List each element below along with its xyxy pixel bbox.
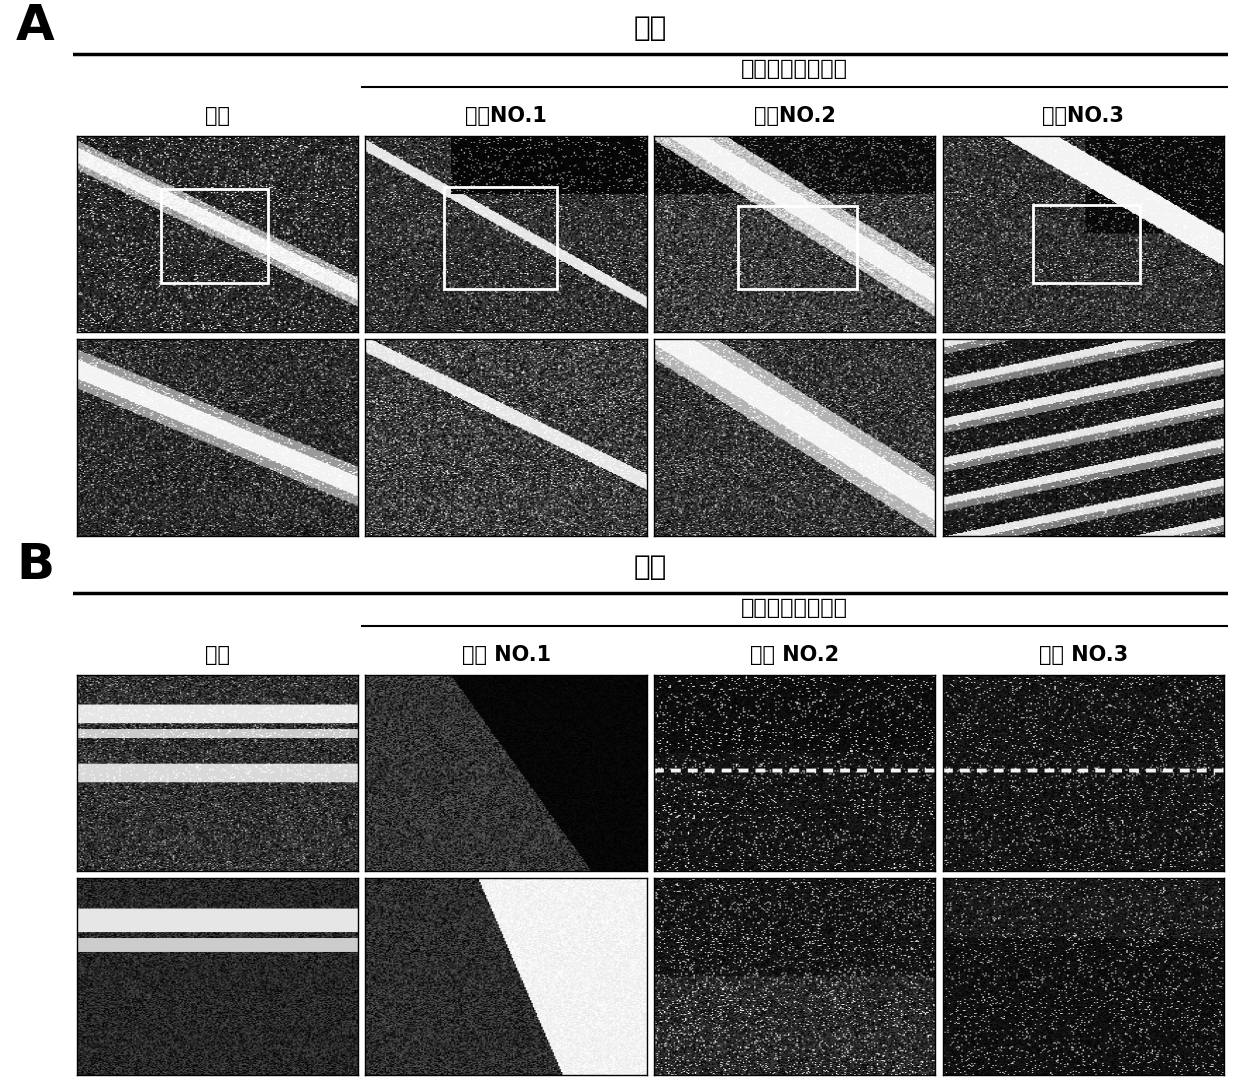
Text: 胫骨: 胫骨 — [634, 13, 667, 41]
Text: 小鼠 NO.3: 小鼠 NO.3 — [1039, 645, 1128, 664]
Text: 白血病潜伏期阶段: 白血病潜伏期阶段 — [742, 59, 848, 78]
Text: 对照: 对照 — [205, 645, 229, 664]
Text: 小鼠NO.1: 小鼠NO.1 — [465, 106, 547, 125]
Bar — [161, 188, 268, 283]
Text: 白血病潜伏期阶段: 白血病潜伏期阶段 — [742, 598, 848, 617]
Text: B: B — [16, 541, 55, 589]
Text: A: A — [16, 2, 55, 50]
Text: 对照: 对照 — [205, 106, 229, 125]
Bar — [1033, 205, 1140, 283]
Text: 小鼠NO.2: 小鼠NO.2 — [754, 106, 836, 125]
Bar — [444, 187, 557, 290]
Text: 小鼠NO.3: 小鼠NO.3 — [1043, 106, 1125, 125]
Bar — [739, 207, 857, 290]
Text: 小鼠 NO.2: 小鼠 NO.2 — [750, 645, 839, 664]
Text: 小鼠 NO.1: 小鼠 NO.1 — [461, 645, 551, 664]
Text: 胫骨: 胫骨 — [634, 552, 667, 580]
